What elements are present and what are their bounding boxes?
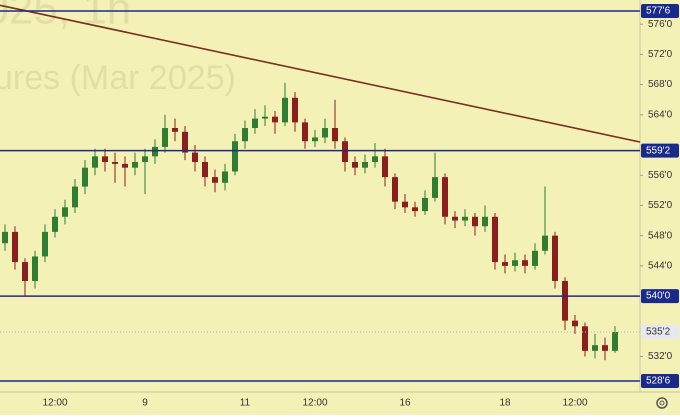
candle-body (122, 163, 128, 168)
x-tick-label: 18 (499, 398, 511, 409)
candle-body (162, 128, 168, 147)
y-tick-label: 544'0 (648, 261, 673, 272)
y-tick-label: 572'0 (648, 49, 673, 60)
candle-body (442, 177, 448, 217)
candle-body (2, 231, 8, 244)
last-price-box (641, 324, 679, 339)
candle-body (532, 250, 538, 266)
candle-body (12, 231, 18, 263)
candle-body (562, 280, 568, 321)
candle-body (82, 167, 88, 187)
y-tick-label: 532'0 (648, 351, 673, 362)
settings-icon[interactable] (656, 397, 668, 409)
candle-body (102, 156, 108, 163)
candle-body (322, 128, 328, 138)
y-tick-label: 576'0 (648, 19, 673, 30)
candle-body (342, 141, 348, 163)
candle-body (172, 128, 178, 132)
candle-body (432, 177, 438, 198)
level-box (641, 374, 679, 389)
candle-body (502, 262, 508, 266)
watermark: ures (Mar 2025) (0, 59, 236, 97)
candle-body (452, 216, 458, 221)
candle-body (42, 231, 48, 257)
candle-body (422, 197, 428, 212)
candle-body (152, 146, 158, 157)
candle-body (202, 162, 208, 178)
level-label: 559'2 (646, 145, 671, 156)
candle-body (522, 260, 528, 266)
level-label: 540'0 (646, 291, 671, 302)
x-tick-label: 12:00 (42, 398, 67, 409)
candle-body (232, 141, 238, 172)
candle-body (132, 162, 138, 168)
candle-body (362, 162, 368, 168)
x-tick-label: 16 (399, 398, 411, 409)
candle-body (612, 331, 618, 351)
x-tick-label: 12:00 (302, 398, 327, 409)
candle-body (602, 345, 608, 351)
candle-body (312, 137, 318, 142)
y-tick-label: 552'0 (648, 200, 673, 211)
candle-body (572, 320, 578, 327)
candle-body (302, 122, 308, 142)
candle-body (402, 201, 408, 208)
candle-body (142, 156, 148, 163)
candle-body (22, 262, 28, 281)
candle-body (62, 207, 68, 217)
candle-body (282, 97, 288, 123)
candle-body (492, 216, 498, 263)
candle-body (72, 186, 78, 208)
level-label: 577'6 (646, 6, 671, 17)
y-tick-label: 568'0 (648, 79, 673, 90)
candle-body (512, 260, 518, 266)
y-tick-label: 564'0 (648, 109, 673, 120)
candle-body (482, 216, 488, 227)
candle-body (582, 326, 588, 351)
last-price-label: 535'2 (646, 327, 671, 338)
candle-body (352, 162, 358, 168)
candle-body (272, 116, 278, 123)
level-label: 528'6 (646, 376, 671, 387)
candle-body (372, 156, 378, 163)
candle-body (542, 235, 548, 251)
candle-body (332, 128, 338, 142)
candle-body (382, 156, 388, 178)
x-tick-label: 9 (142, 398, 148, 409)
candle-body (462, 216, 468, 221)
candle-body (212, 177, 218, 183)
candle-body (182, 131, 188, 153)
candle-body (592, 345, 598, 351)
candle-body (262, 116, 268, 119)
candle-body (92, 156, 98, 168)
candle-body (472, 216, 478, 227)
y-tick-label: 548'0 (648, 230, 673, 241)
x-tick-label: 12:00 (562, 398, 587, 409)
level-box (641, 289, 679, 304)
candle-body (222, 171, 228, 183)
trend-line (0, 4, 641, 143)
candle-body (112, 162, 118, 164)
candle-body (392, 177, 398, 202)
x-tick-label: 11 (240, 398, 251, 409)
candle-body (412, 207, 418, 212)
candle-body (192, 152, 198, 163)
level-box (641, 143, 679, 158)
candle-body (252, 118, 258, 129)
candle-body (552, 235, 558, 281)
candle-body (52, 216, 58, 232)
y-tick-label: 556'0 (648, 170, 673, 181)
level-box (641, 3, 679, 18)
candle-body (292, 97, 298, 123)
candle-body (242, 128, 248, 142)
candle-body (32, 256, 38, 281)
